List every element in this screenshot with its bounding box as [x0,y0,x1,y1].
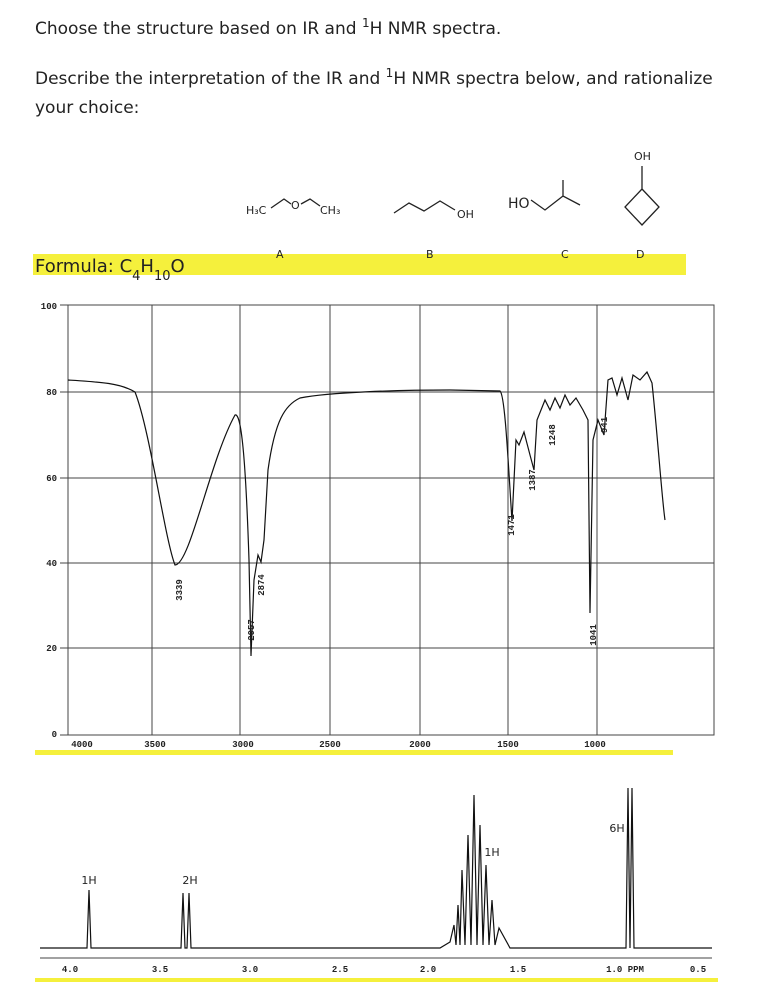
peak-label: 3339 [175,579,185,601]
highlight [35,978,718,982]
highlight [33,254,686,275]
formula: Formula: C4H10O [35,256,185,284]
y-tick-label: 0 [52,730,57,740]
y-tick-label: 20 [46,644,57,654]
title: Choose the structure based on IR and 1H … [35,16,501,39]
atom: H₃C [246,204,267,217]
title-sup: 1 [362,16,370,30]
peak-label: 2957 [247,619,257,641]
prompt: your choice: [35,98,139,118]
prompt-text: H NMR spectra below, and rationalize [393,69,712,89]
prompt: Describe the interpretation of the IR an… [35,66,713,89]
bond [530,180,581,211]
structure-label: C [561,248,569,261]
x-tick-label: 4.0 [62,965,78,975]
x-tick-label: 1000 [584,740,606,750]
atom: OH [634,150,651,163]
title-text: H NMR spectra. [370,19,502,39]
peak-label: 2874 [257,574,267,596]
atom: HO [508,196,530,212]
x-tick-label: 2.5 [332,965,348,975]
highlight [35,750,673,755]
x-tick-label: 2000 [409,740,431,750]
y-tick-label: 40 [46,559,57,569]
title-text: Choose the structure based on IR and [35,19,362,39]
nmr-trace [40,787,712,949]
prompt-sup: 1 [386,66,394,80]
prompt-text: Describe the interpretation of the IR an… [35,69,386,89]
x-tick-label: 3500 [144,740,166,750]
bond [393,200,456,214]
ir-spectrum [35,304,715,755]
x-tick-label: 1.5 [510,965,526,975]
frame [67,304,715,736]
peak-label: 1471 [507,514,517,536]
x-tick-label: 1500 [497,740,519,750]
bond [270,198,292,209]
formula-text: H [140,256,154,277]
peak-label: 1387 [528,469,538,491]
y-tick-label: 80 [46,388,57,398]
formula-sub: 4 [132,269,140,284]
y-tick-label: 100 [41,302,57,312]
structures: H₃C O CH₃ OH HO OH [246,150,660,226]
bond [300,198,321,207]
ir-trace [67,370,666,657]
y-tick-label: 60 [46,474,57,484]
atom: CH₃ [320,204,340,217]
structure-label: D [636,248,644,261]
integral-label: 6H [609,822,624,835]
atom: O [291,199,300,212]
x-tick-label: 3000 [232,740,254,750]
peak-label: 941 [600,416,610,433]
x-tick-label: 3.5 [152,965,168,975]
x-tick-label: 3.0 [242,965,258,975]
bond [624,166,660,226]
structure-label: B [426,248,434,261]
atom: OH [457,208,474,221]
nmr-spectrum [35,787,718,982]
formula-text: O [171,256,185,277]
grid [68,305,714,735]
x-tick-label: 2.0 [420,965,436,975]
x-tick-label: 1.0 PPM [606,965,644,975]
tick [60,304,68,736]
x-tick-label: 4000 [71,740,93,750]
integral-label: 1H [484,846,499,859]
x-tick-label: 0.5 [690,965,706,975]
peak-label: 1248 [548,424,558,446]
integral-label: 2H [182,874,197,887]
x-tick-label: 2500 [319,740,341,750]
structure-label: A [276,248,284,261]
integral-label: 1H [81,874,96,887]
formula-text: Formula: C [35,256,132,277]
formula-sub: 10 [154,269,171,284]
peak-label: 1041 [589,624,599,646]
